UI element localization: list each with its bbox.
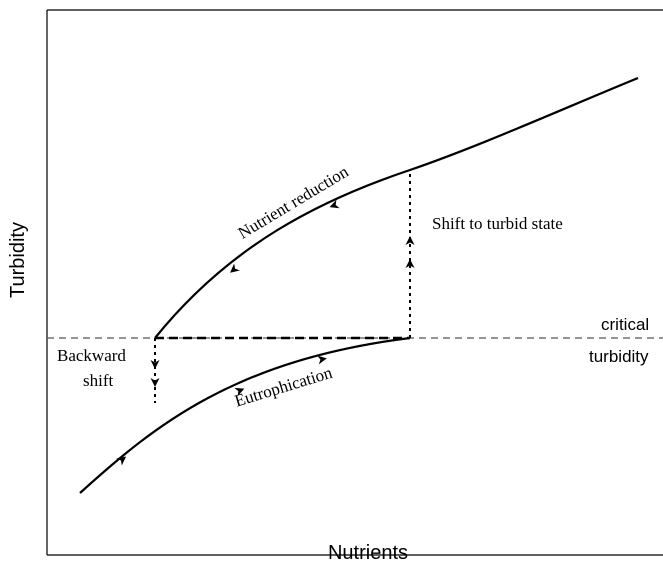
- nutrient-reduction-arrow-1: [329, 199, 340, 209]
- shift-label: shift: [83, 371, 114, 390]
- backward-shift-arrow-2: [150, 378, 160, 387]
- backward-label: Backward: [57, 346, 126, 365]
- eutrophication-arrow-1: [116, 456, 127, 466]
- eutrophication-curve: [79, 336, 411, 494]
- eutrophication-arrow-3: [317, 355, 327, 365]
- nutrient-reduction-curve: [154, 76, 639, 339]
- forward-shift-arrow-1: [405, 259, 415, 268]
- backward-shift: [150, 338, 160, 403]
- x-axis-label: Nutrients: [328, 542, 408, 563]
- turbidity-label: turbidity: [589, 347, 649, 366]
- forward-shift: [405, 170, 415, 338]
- forward-shift-arrow-2: [405, 236, 415, 245]
- eutrophication-label: Eutrophication: [232, 363, 335, 411]
- plot-frame: [46, 9, 663, 556]
- curve-arrows: [116, 199, 340, 466]
- eutrophication-arrow-2: [234, 387, 245, 397]
- shift-to-turbid-label: Shift to turbid state: [432, 214, 563, 233]
- nutrient-reduction-arrow-2: [230, 263, 240, 273]
- critical-label: critical: [601, 315, 649, 334]
- backward-shift-arrow-1: [150, 360, 160, 369]
- y-axis-label: Turbidity: [7, 222, 29, 298]
